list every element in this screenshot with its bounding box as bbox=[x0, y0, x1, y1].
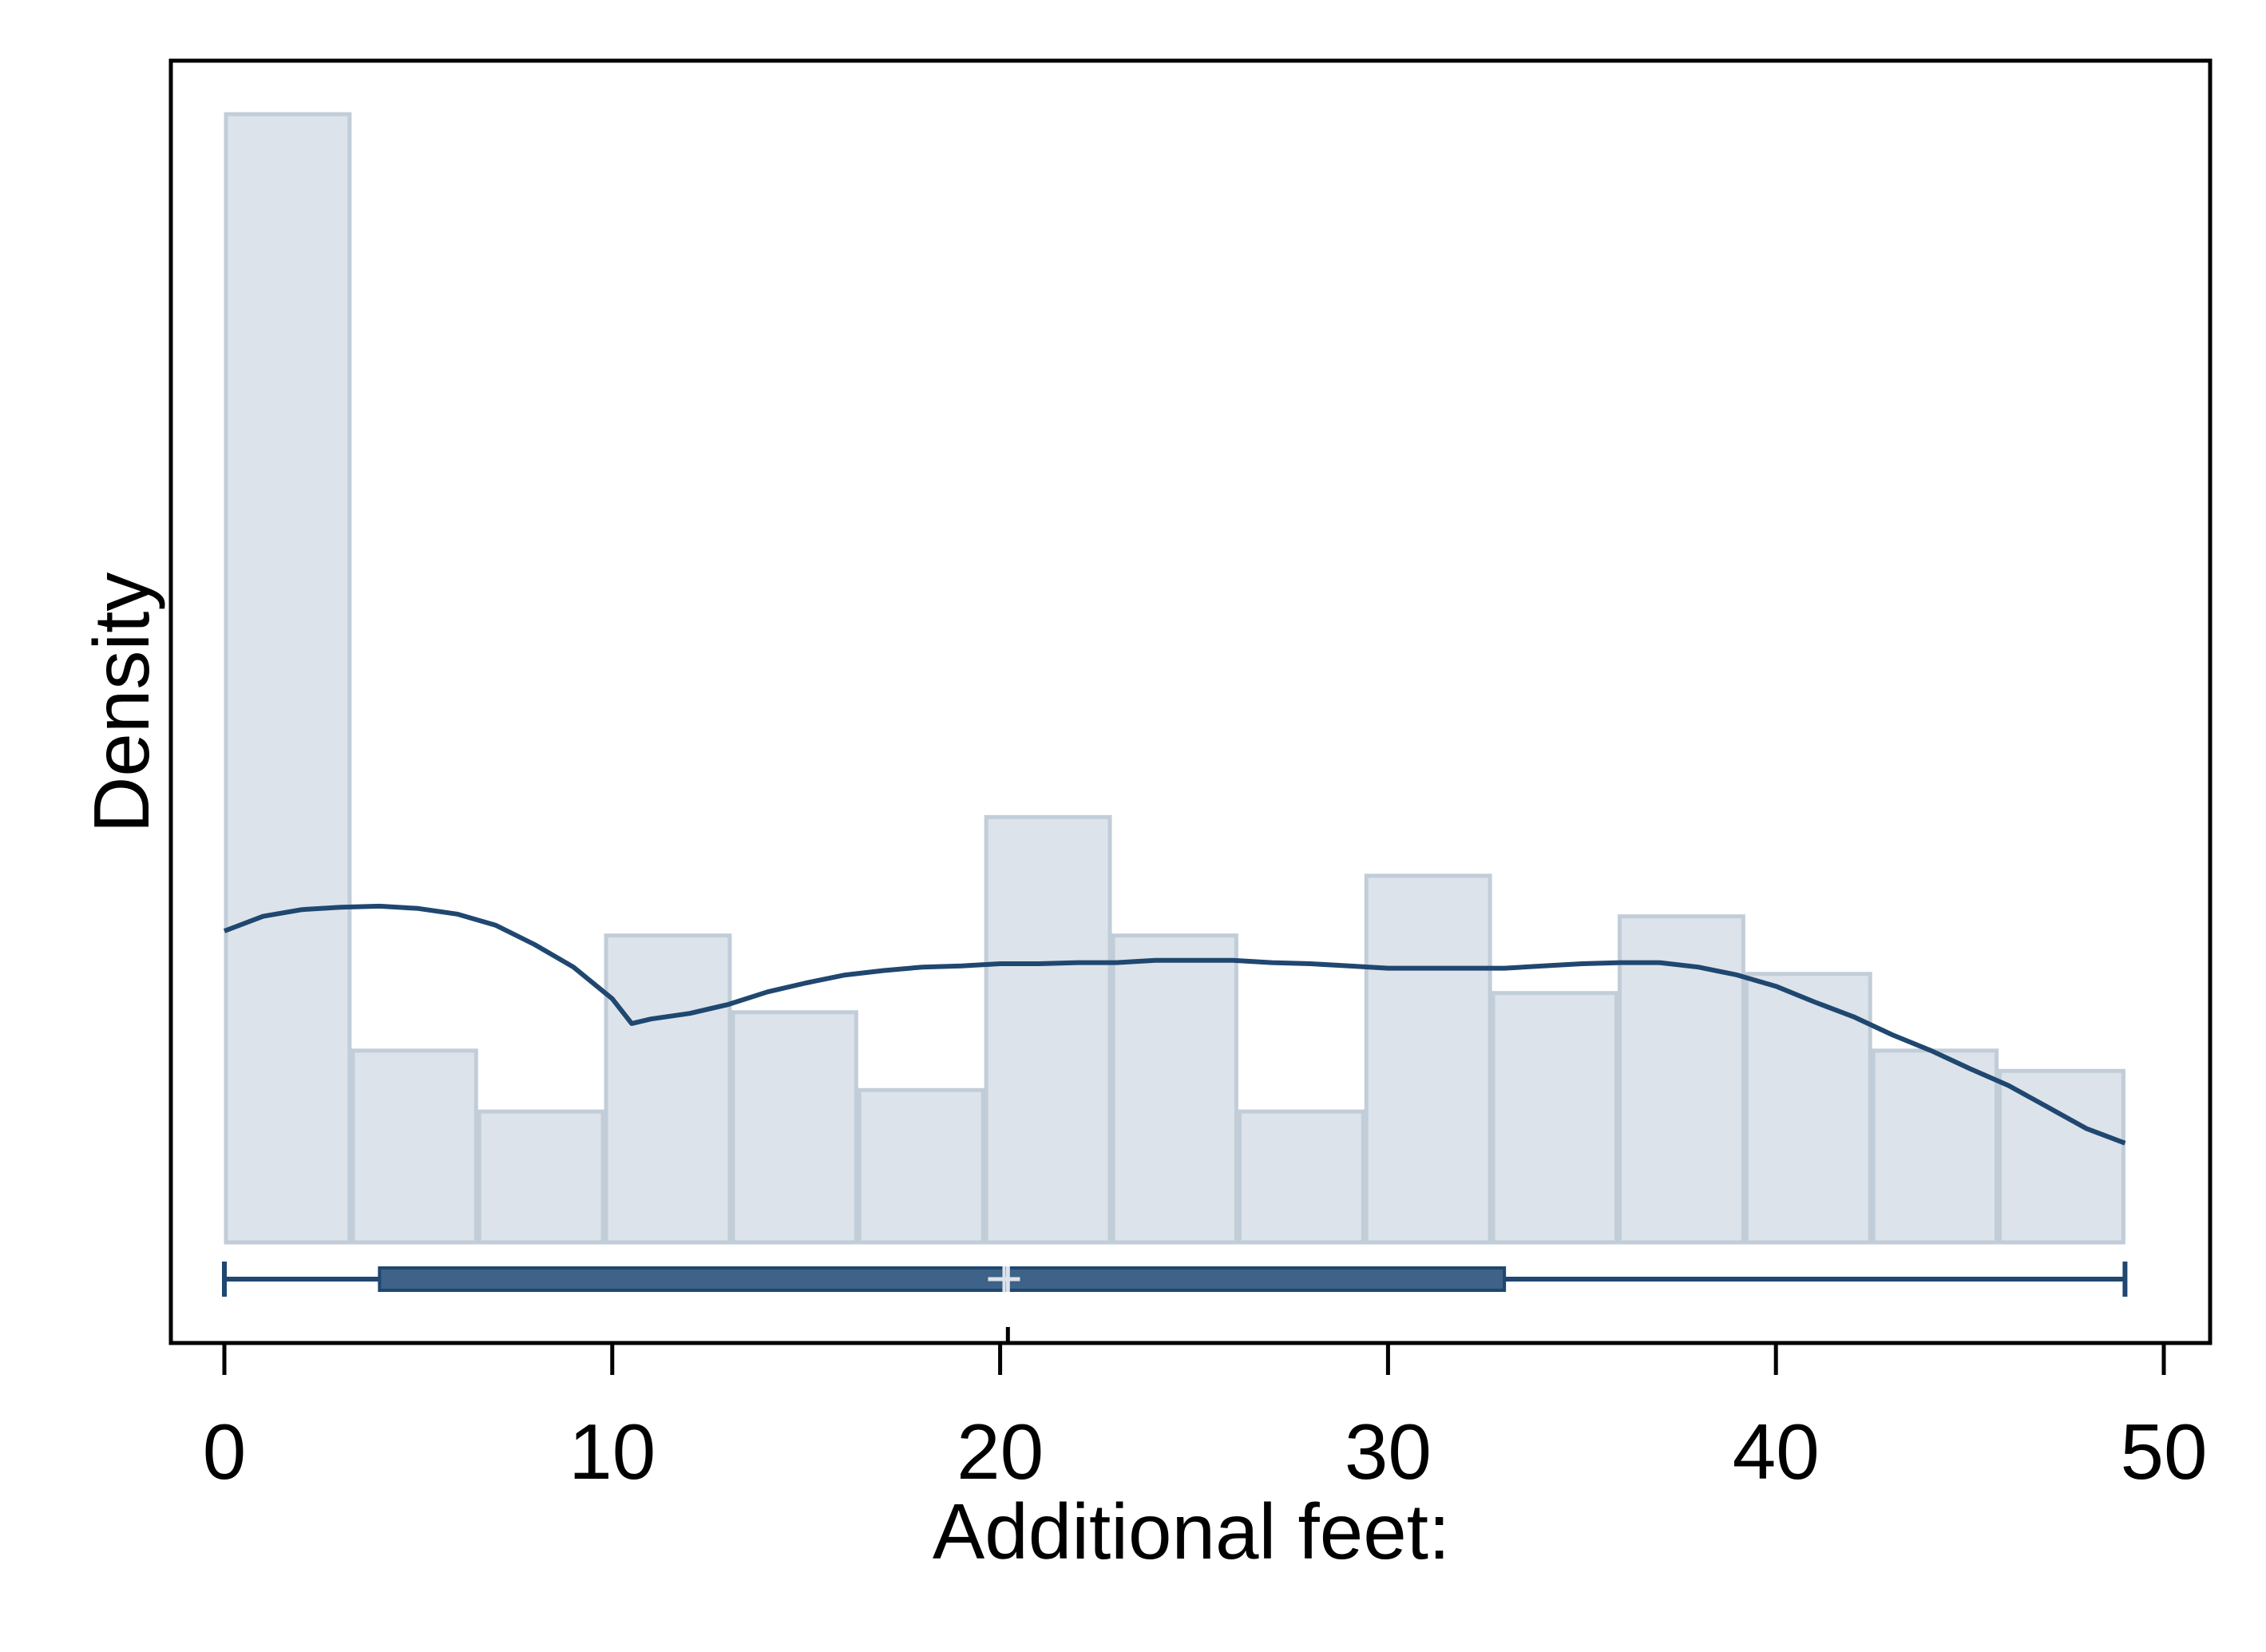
histogram-bar bbox=[351, 1048, 478, 1245]
histogram-bar bbox=[1237, 1109, 1365, 1245]
histogram-bar bbox=[984, 814, 1112, 1245]
boxplot-box bbox=[378, 1266, 1507, 1292]
histogram-bar bbox=[604, 933, 732, 1245]
boxplot bbox=[222, 1262, 2128, 1297]
histogram-bar bbox=[1998, 1068, 2125, 1245]
histogram-bar bbox=[1744, 972, 1872, 1245]
histogram-bar bbox=[1491, 991, 1618, 1245]
histogram-bars bbox=[224, 112, 2125, 1245]
x-tick-label: 50 bbox=[2120, 1408, 2207, 1496]
x-tick-label: 40 bbox=[1733, 1408, 1820, 1496]
density-curve bbox=[223, 903, 2126, 1146]
histogram-bar bbox=[857, 1087, 985, 1245]
histogram-bar bbox=[1364, 874, 1492, 1245]
x-tick-label: 20 bbox=[957, 1408, 1044, 1496]
density-curve-group bbox=[223, 903, 2126, 1146]
histogram-bar bbox=[1871, 1048, 1999, 1245]
x-tick-label: 10 bbox=[568, 1408, 656, 1496]
histogram-bar bbox=[477, 1109, 605, 1245]
histogram-bar bbox=[731, 1010, 858, 1245]
histogram-bar bbox=[1111, 933, 1238, 1245]
x-axis: 0 10 20 30 40 50 bbox=[203, 1327, 2208, 1496]
x-tick-label: 30 bbox=[1345, 1408, 1432, 1496]
x-tick-label: 0 bbox=[203, 1408, 247, 1496]
x-axis-label: Additional feet: bbox=[933, 1488, 1450, 1575]
histogram-bar bbox=[224, 112, 352, 1245]
y-axis-label: Density bbox=[77, 572, 165, 834]
